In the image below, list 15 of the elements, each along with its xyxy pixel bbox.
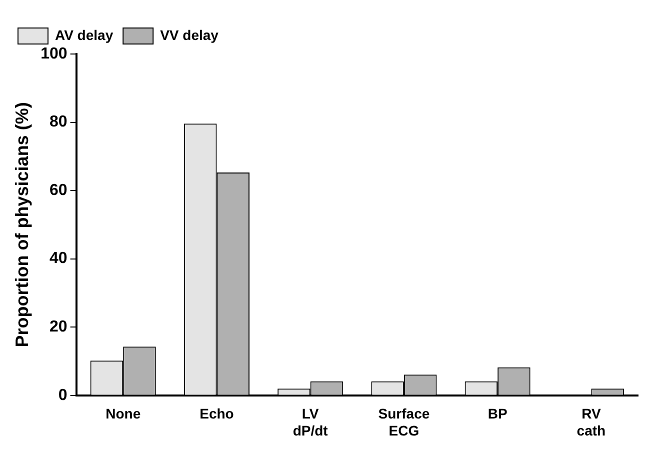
y-tick-label: 0	[58, 386, 68, 404]
legend-label: VV delay	[160, 26, 219, 43]
y-tick-label: 80	[50, 114, 68, 131]
x-tick-label: Echo	[200, 406, 234, 422]
y-tick-label: 20	[50, 318, 68, 336]
y-tick-label: 60	[50, 182, 68, 199]
y-tick-label: 40	[50, 250, 68, 268]
legend-label: AV delay	[55, 26, 114, 43]
x-tick-label: Surface ECG	[378, 406, 430, 438]
y-tick-label: 100	[40, 45, 68, 62]
x-tick-label: RV cath	[576, 406, 606, 438]
y-axis-title: Proportion of physicians (%)	[12, 102, 32, 348]
x-tick-label: LV dP/dt	[292, 406, 328, 438]
x-tick-label: BP	[488, 406, 508, 422]
x-tick-label: None	[106, 406, 141, 422]
